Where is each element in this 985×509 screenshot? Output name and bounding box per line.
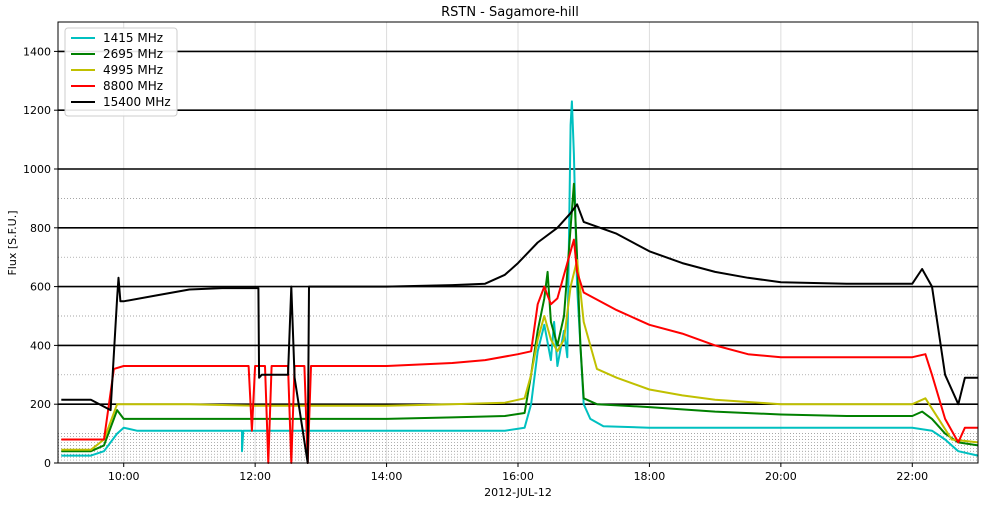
x-tick-label: 10:00 bbox=[108, 470, 140, 483]
x-tick-label: 14:00 bbox=[371, 470, 403, 483]
x-tick-label: 12:00 bbox=[239, 470, 271, 483]
legend-entry: 2695 MHz bbox=[103, 47, 163, 61]
y-tick-label: 0 bbox=[44, 457, 51, 470]
series-line-3 bbox=[61, 238, 978, 464]
legend-entry: 8800 MHz bbox=[103, 79, 163, 93]
legend-entry: 1415 MHz bbox=[103, 31, 163, 45]
legend-box bbox=[64, 27, 178, 117]
x-tick-label: 20:00 bbox=[765, 470, 797, 483]
x-tick-label: 16:00 bbox=[502, 470, 534, 483]
x-axis: 10:00 12:00 14:00 16:00 18:00 20:00 22:00 bbox=[108, 463, 928, 483]
y-axis: 0 200 400 600 800 1000 1200 1400 bbox=[23, 45, 58, 470]
chart-title: RSTN - Sagamore-hill bbox=[441, 5, 579, 20]
y-tick-label: 1400 bbox=[23, 45, 51, 58]
y-axis-label: Flux [S.F.U.] bbox=[6, 210, 19, 275]
x-tick-label: 22:00 bbox=[896, 470, 928, 483]
y-tick-label: 600 bbox=[30, 281, 51, 294]
y-tick-label: 800 bbox=[30, 222, 51, 235]
y-tick-label: 1200 bbox=[23, 104, 51, 117]
legend-entry: 15400 MHz bbox=[103, 95, 171, 109]
y-tick-label: 400 bbox=[30, 339, 51, 352]
grid bbox=[58, 22, 978, 463]
legend: 1415 MHz 2695 MHz 4995 MHz 8800 MHz 15400 MH… bbox=[64, 27, 178, 117]
x-tick-label: 18:00 bbox=[634, 470, 666, 483]
series-line-0 bbox=[61, 100, 979, 457]
series-line-4 bbox=[61, 203, 978, 464]
y-tick-label: 1000 bbox=[23, 163, 51, 176]
series-line-1 bbox=[61, 182, 979, 453]
series-line-2 bbox=[61, 259, 979, 451]
x-axis-label: 2012-JUL-12 bbox=[484, 486, 552, 499]
series-layer bbox=[61, 100, 979, 464]
legend-entry: 4995 MHz bbox=[103, 63, 163, 77]
y-tick-label: 200 bbox=[30, 398, 51, 411]
